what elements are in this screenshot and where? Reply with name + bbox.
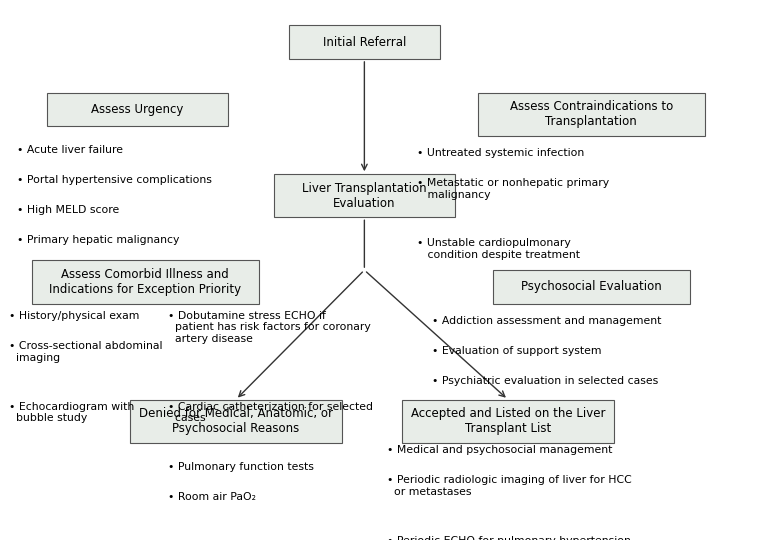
Text: • Metastatic or nonhepatic primary
   malignancy: • Metastatic or nonhepatic primary malig… <box>417 178 609 200</box>
Text: • Evaluation of support system: • Evaluation of support system <box>433 346 602 356</box>
FancyBboxPatch shape <box>493 270 689 303</box>
Text: • Acute liver failure: • Acute liver failure <box>17 145 122 156</box>
Text: • Medical and psychosocial management: • Medical and psychosocial management <box>387 445 613 455</box>
FancyBboxPatch shape <box>47 92 228 126</box>
Text: • Pulmonary function tests: • Pulmonary function tests <box>168 462 313 472</box>
Text: • Addiction assessment and management: • Addiction assessment and management <box>433 316 662 326</box>
FancyBboxPatch shape <box>478 92 704 136</box>
FancyBboxPatch shape <box>402 400 614 443</box>
Text: • Portal hypertensive complications: • Portal hypertensive complications <box>17 175 212 185</box>
FancyBboxPatch shape <box>274 174 455 217</box>
Text: • Psychiatric evaluation in selected cases: • Psychiatric evaluation in selected cas… <box>433 376 659 386</box>
FancyBboxPatch shape <box>32 260 259 303</box>
Text: Denied for Medical, Anatomic, or
Psychosocial Reasons: Denied for Medical, Anatomic, or Psychos… <box>139 407 332 435</box>
Text: • Periodic ECHO for pulmonary hypertension: • Periodic ECHO for pulmonary hypertensi… <box>387 536 631 540</box>
Text: Assess Contraindications to
Transplantation: Assess Contraindications to Transplantat… <box>509 100 673 128</box>
Text: • Periodic radiologic imaging of liver for HCC
  or metastases: • Periodic radiologic imaging of liver f… <box>387 475 631 497</box>
Text: Assess Urgency: Assess Urgency <box>91 103 184 116</box>
Text: Initial Referral: Initial Referral <box>323 36 406 49</box>
Text: Accepted and Listed on the Liver
Transplant List: Accepted and Listed on the Liver Transpl… <box>411 407 606 435</box>
Text: Psychosocial Evaluation: Psychosocial Evaluation <box>521 280 662 293</box>
Text: • Cardiac catheterization for selected
  cases: • Cardiac catheterization for selected c… <box>168 402 373 423</box>
Text: • Echocardiogram with
  bubble study: • Echocardiogram with bubble study <box>9 402 134 423</box>
Text: • Primary hepatic malignancy: • Primary hepatic malignancy <box>17 234 179 245</box>
Text: • Untreated systemic infection: • Untreated systemic infection <box>417 148 584 158</box>
FancyBboxPatch shape <box>288 25 440 59</box>
Text: • Cross-sectional abdominal
  imaging: • Cross-sectional abdominal imaging <box>9 341 162 363</box>
Text: • Unstable cardiopulmonary
   condition despite treatment: • Unstable cardiopulmonary condition des… <box>417 239 581 260</box>
FancyBboxPatch shape <box>130 400 342 443</box>
Text: • History/physical exam: • History/physical exam <box>9 311 140 321</box>
Text: Assess Comorbid Illness and
Indications for Exception Priority: Assess Comorbid Illness and Indications … <box>49 268 241 296</box>
Text: Liver Transplantation
Evaluation: Liver Transplantation Evaluation <box>302 182 427 210</box>
Text: • Room air PaO₂: • Room air PaO₂ <box>168 492 256 502</box>
Text: • Dobutamine stress ECHO if
  patient has risk factors for coronary
  artery dis: • Dobutamine stress ECHO if patient has … <box>168 311 370 344</box>
Text: • High MELD score: • High MELD score <box>17 205 118 215</box>
